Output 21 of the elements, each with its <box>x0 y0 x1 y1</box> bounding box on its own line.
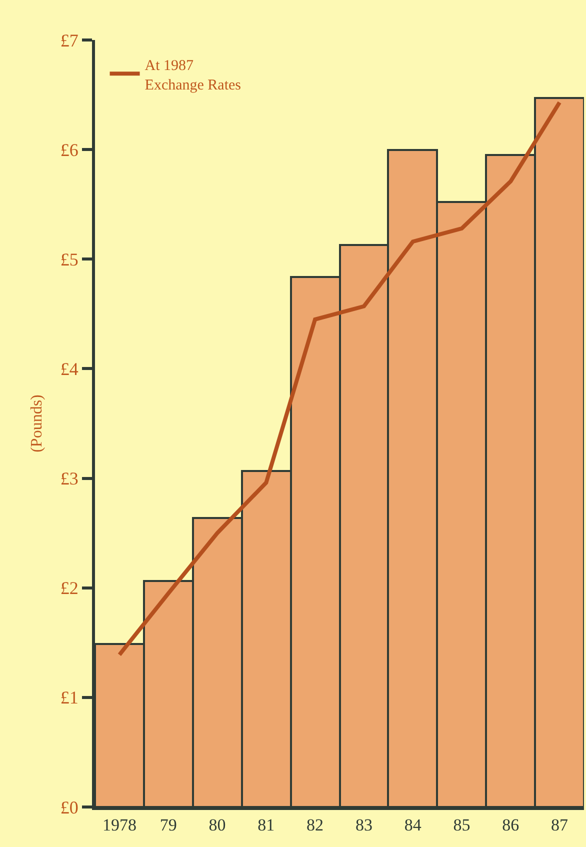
x-tick-label: 81 <box>258 815 275 834</box>
legend-label: At 1987 Exchange Rates <box>144 58 242 94</box>
x-tick-label: 80 <box>208 815 226 834</box>
y-tick-label: £2 <box>60 578 78 598</box>
y-tick-label: £1 <box>60 688 78 708</box>
y-tick-label: £3 <box>60 468 78 489</box>
y-tick-label: £4 <box>60 359 78 380</box>
y-tick-label: £0 <box>60 797 78 818</box>
y-tick-label: £6 <box>60 140 78 160</box>
x-tick-label: 82 <box>306 815 324 834</box>
x-tick-label: 86 <box>502 815 520 834</box>
x-tick-label: 1978 <box>102 815 136 834</box>
x-tick-label: 85 <box>453 815 470 834</box>
y-tick-label: £5 <box>60 249 78 270</box>
line-series <box>117 100 562 657</box>
x-tick-label: 87 <box>551 815 569 834</box>
x-tick-label: 79 <box>160 815 177 834</box>
x-tick-label: 83 <box>355 815 372 834</box>
y-axis-title: (Pounds) <box>28 394 46 452</box>
y-tick-label: £7 <box>60 30 78 50</box>
x-tick-label: 84 <box>404 815 422 834</box>
